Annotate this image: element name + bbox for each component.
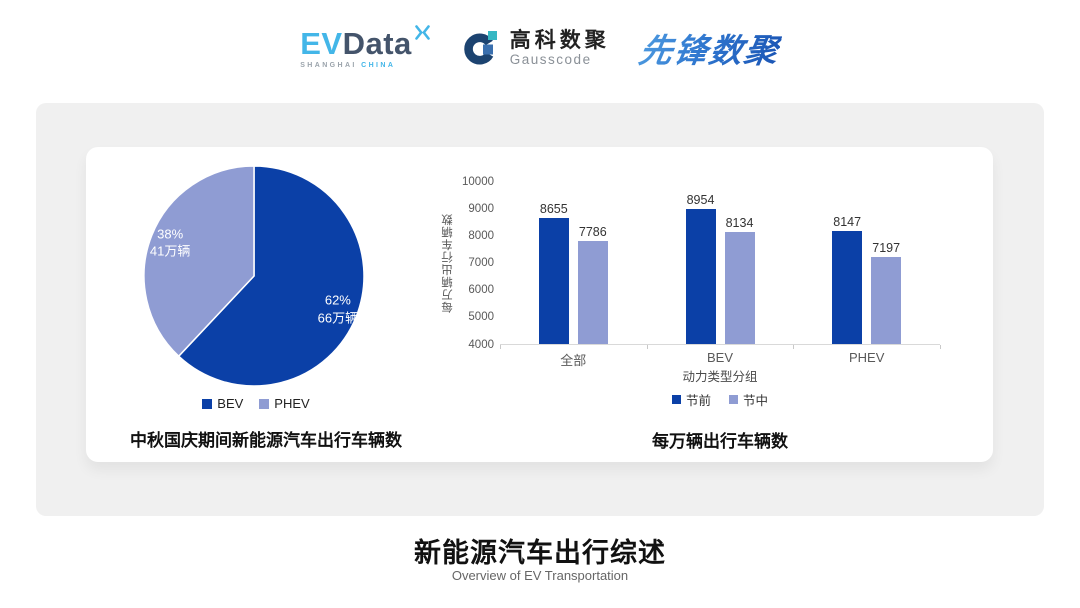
bar-plot-area <box>500 182 941 349</box>
content-panel: BEV PHEV 中秋国庆期间新能源汽车出行车辆数 62% 66万辆 38% 41万辆 … <box>36 103 1044 516</box>
pie-chart-block: BEV PHEV 中秋国庆期间新能源汽车出行车辆数 62% 66万辆 38% 41万辆 <box>86 147 426 462</box>
pie-slice-PHEV <box>143 165 255 358</box>
bar-value-label: 8954 <box>686 193 715 208</box>
y-tick-label: 8000 <box>468 229 494 242</box>
y-tick-label: 7000 <box>468 257 494 269</box>
bar-value-label: 7197 <box>872 241 901 256</box>
category-label-全部: 全部 <box>560 353 587 368</box>
page-subtitle: Overview of EV Transportation <box>451 568 629 583</box>
y-tick-label: 10000 <box>462 175 494 188</box>
bar-节中-PHEV <box>871 257 902 344</box>
evdata-china-text: CHINA <box>361 61 396 69</box>
bar-value-label: 7786 <box>578 225 607 240</box>
bar-legend: 节前 节中 <box>500 390 940 409</box>
bar-x-axis-label: 动力类型分组 <box>682 370 758 384</box>
bar-value-label: 8147 <box>833 215 862 230</box>
pie-legend-item-BEV: BEV <box>202 396 243 411</box>
charts-card: BEV PHEV 中秋国庆期间新能源汽车出行车辆数 62% 66万辆 38% 41万辆 … <box>86 147 993 462</box>
pie-slice-BEV <box>177 165 365 387</box>
bar-节前-PHEV <box>832 231 863 344</box>
bar-legend-label: 节前 <box>685 394 711 408</box>
sparkle-x-icon <box>414 24 430 40</box>
pie-svg <box>143 165 365 387</box>
bar-chart-block: 每万辆出行车辆数 4000 5000 6000 7000 8000 9000 10000 全… <box>436 147 956 462</box>
category-label-PHEV: PHEV <box>848 350 885 365</box>
bar-chart-title: 每万辆出行车辆数 <box>652 432 788 451</box>
bar-legend-item-节中: 节中 <box>729 390 768 409</box>
bar-legend-swatch <box>729 395 738 404</box>
y-tick-label: 5000 <box>468 311 494 324</box>
gausscode-text: 高科数聚 Gausscode <box>510 29 610 68</box>
evdata-shanghai-text: SHANGHAI <box>300 61 357 69</box>
x-axis-tick <box>793 345 795 349</box>
x-axis-baseline <box>500 344 940 345</box>
pie-legend-swatch <box>202 398 213 409</box>
bar-节中-BEV <box>724 231 755 344</box>
y-tick-label: 9000 <box>468 202 494 215</box>
pie-slice-percent: 38% <box>157 226 184 242</box>
pie-legend-item-PHEV: PHEV <box>259 396 310 411</box>
category-label-BEV: BEV <box>706 350 733 365</box>
evdata-subtext: SHANGHAI CHINA <box>300 62 431 69</box>
header-logos: EV Data SHANGHAI CHINA 高科数聚 Gausscode 先锋数… <box>0 24 1080 72</box>
page-title: 新能源汽车出行综述 <box>414 538 666 568</box>
bar-节前-BEV <box>685 209 716 344</box>
pie-chart-title: 中秋国庆期间新能源汽车出行车辆数 <box>130 431 402 450</box>
pie-legend-label: BEV <box>217 396 244 411</box>
bar-节中-全部 <box>577 241 608 344</box>
y-tick-label: 4000 <box>468 338 494 351</box>
bar-legend-label: 节中 <box>743 394 769 408</box>
pie-slice-percent: 62% <box>324 292 351 308</box>
gausscode-cn-text: 高科数聚 <box>509 28 610 52</box>
pie-slice-amount: 41万辆 <box>149 243 191 259</box>
x-axis-tick <box>500 345 501 349</box>
pie-slice-amount: 66万辆 <box>317 310 359 326</box>
pioneer-logo: 先锋数聚 <box>636 24 784 72</box>
bar-legend-item-节前: 节前 <box>671 390 711 409</box>
pie-legend-swatch <box>259 398 270 409</box>
bar-legend-swatch <box>671 395 681 404</box>
gausscode-en-text: Gausscode <box>509 51 592 67</box>
evdata-ev-text: EV <box>300 25 343 61</box>
evdata-logo: EV Data SHANGHAI CHINA <box>300 24 431 69</box>
gausscode-logo: 高科数聚 Gausscode <box>461 28 610 68</box>
bar-value-label: 8655 <box>539 201 568 216</box>
bar-value-label: 8134 <box>725 215 754 230</box>
pie-legend-label: PHEV <box>274 396 310 411</box>
x-axis-tick <box>940 345 941 349</box>
pie-legend: BEV PHEV <box>86 396 426 411</box>
pie-slice-label-PHEV: 38% 41万辆 <box>150 225 190 260</box>
gausscode-g-icon <box>464 31 497 65</box>
y-tick-label: 6000 <box>468 284 494 297</box>
evdata-wordmark: EV Data <box>300 24 431 61</box>
evdata-data-text: Data <box>342 25 412 61</box>
x-axis-tick <box>646 345 648 349</box>
bar-节前-全部 <box>538 217 569 344</box>
pie-slice-label-BEV: 62% 66万辆 <box>318 292 358 327</box>
